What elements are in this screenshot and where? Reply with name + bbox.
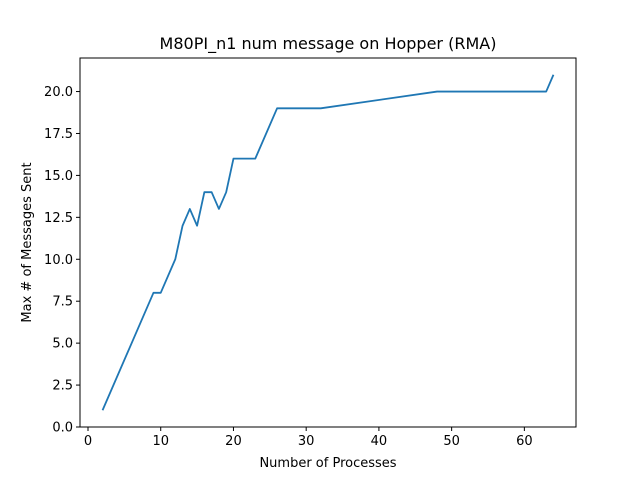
y-tick-label: 20.0 bbox=[44, 85, 73, 100]
y-tick-label: 17.5 bbox=[44, 127, 73, 142]
x-tick-label: 0 bbox=[84, 434, 92, 449]
axes-frame bbox=[79, 57, 577, 428]
y-tick-label: 10.0 bbox=[44, 253, 73, 268]
y-tick-label: 12.5 bbox=[44, 211, 73, 226]
x-tick-label: 60 bbox=[516, 434, 533, 449]
y-tick-label: 15.0 bbox=[44, 169, 73, 184]
y-tick-label: 7.5 bbox=[52, 295, 73, 310]
plot-area bbox=[101, 74, 555, 411]
x-tick-label: 40 bbox=[371, 434, 388, 449]
x-tick-label: 50 bbox=[443, 434, 460, 449]
x-axis-label: Number of Processes bbox=[259, 456, 396, 471]
y-tick-label: 5.0 bbox=[52, 337, 73, 352]
y-axis-ticks: 0.0 2.5 5.0 7.5 10.0 12.5 15.0 17.5 20.0 bbox=[44, 85, 80, 436]
y-tick-label: 0.0 bbox=[52, 421, 73, 436]
x-tick-label: 30 bbox=[298, 434, 315, 449]
y-tick-label: 2.5 bbox=[52, 379, 73, 394]
series-line bbox=[101, 74, 555, 411]
y-axis-label: Max # of Messages Sent bbox=[20, 162, 35, 322]
x-tick-label: 20 bbox=[225, 434, 242, 449]
chart-title: M80PI_n1 num message on Hopper (RMA) bbox=[160, 34, 497, 54]
x-tick-label: 10 bbox=[152, 434, 169, 449]
x-axis-ticks: 0 10 20 30 40 50 60 bbox=[84, 427, 533, 449]
